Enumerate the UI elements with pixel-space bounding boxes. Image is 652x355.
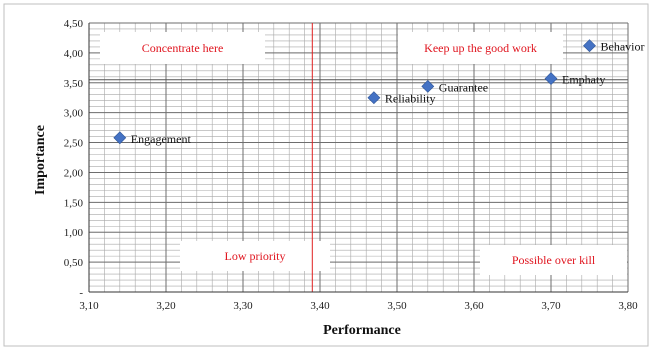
y-tick-label: 4,00 [64, 48, 84, 60]
point-label-behavior: Behavior [601, 40, 645, 54]
point-label-guarantee: Guarantee [439, 80, 488, 94]
point-label-reliability: Reliability [385, 92, 436, 106]
x-tick-label: 3,10 [79, 300, 99, 312]
y-tick-label: 3,50 [64, 78, 84, 90]
quadrant-box-bottom-left [180, 241, 330, 271]
y-tick-label: 1,00 [64, 227, 84, 239]
y-tick-label: 1,50 [64, 197, 84, 209]
quadrant-label-top-right: Keep up the good work [424, 41, 537, 55]
y-tick-label: 0,50 [64, 257, 84, 269]
x-axis-label: Performance [323, 323, 401, 338]
quadrant-box-bottom-right [480, 245, 627, 275]
x-tick-label: 3,30 [233, 300, 253, 312]
y-axis-label: Importance [33, 125, 48, 195]
data-point-behavior [583, 39, 596, 53]
point-label-emphaty: Emphaty [562, 73, 605, 87]
point-label-engagement: Engagement [131, 132, 192, 146]
x-tick-label: 3,80 [618, 300, 638, 312]
quadrant-label-bottom-left: Low priority [225, 249, 286, 263]
quadrant-label-top-left: Concentrate here [142, 41, 224, 55]
y-tick-label: 2,00 [64, 167, 84, 179]
quadrant-box-top-right [398, 32, 563, 64]
data-point-emphaty [544, 72, 558, 86]
axes [88, 23, 628, 293]
y-tick-label: 4,50 [64, 18, 84, 30]
quadrant-label-bottom-right: Possible over kill [512, 253, 596, 267]
y-tick-label: 2,50 [64, 138, 84, 150]
quadrant-label-boxes: Concentrate here Keep up the good work Low… [100, 32, 627, 275]
x-tick-label: 3,50 [387, 300, 407, 312]
y-tick-label: 3,00 [64, 108, 84, 120]
data-point-guarantee [421, 79, 435, 93]
quadrant-box-top-left [100, 32, 265, 64]
x-tick-label: 3,70 [541, 300, 561, 312]
data-point-engagement [113, 131, 127, 145]
x-tick-labels: 3,10 3,20 3,30 3,40 3,50 3,60 3,70 3,80 [79, 300, 638, 312]
data-point-reliability [367, 91, 381, 105]
quadrant-dividers [89, 23, 628, 292]
x-tick-label: 3,60 [464, 300, 484, 312]
y-tick-labels: - 0,50 1,00 1,50 2,00 2,50 3,00 3,50 4,00 4,50 [64, 18, 84, 299]
x-tick-label: 3,40 [310, 300, 330, 312]
y-tick-label: - [79, 287, 83, 299]
x-tick-label: 3,20 [156, 300, 176, 312]
